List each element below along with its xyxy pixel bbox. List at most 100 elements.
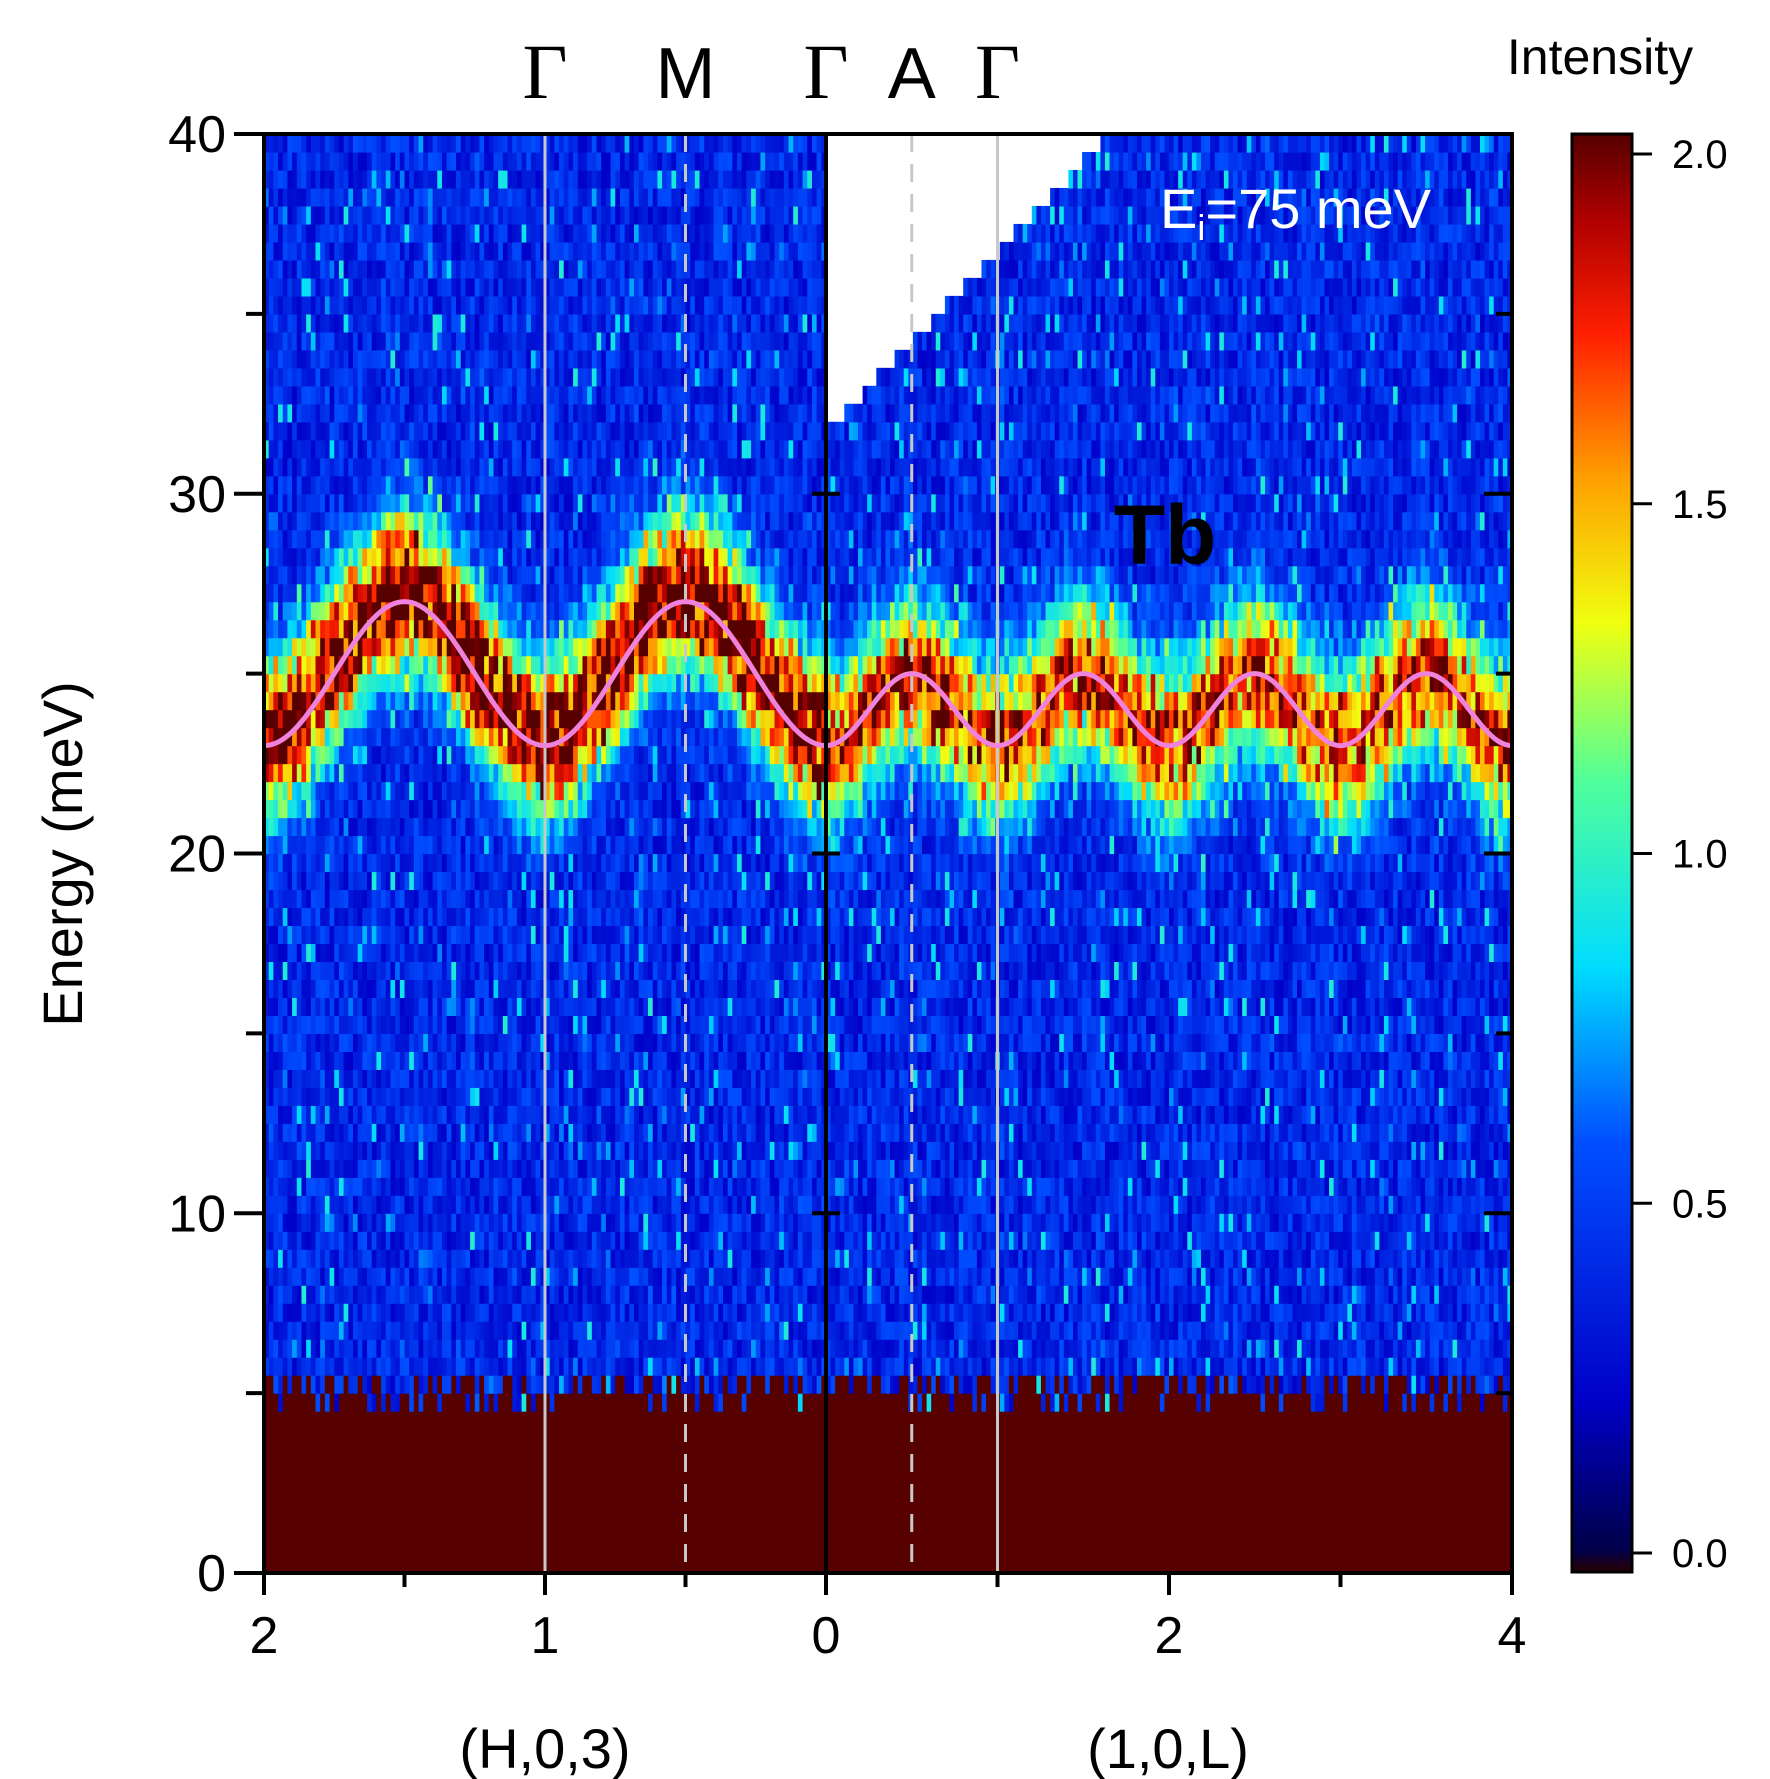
heatmap-cell bbox=[460, 205, 466, 225]
heatmap-cell bbox=[502, 475, 509, 495]
heatmap-cell bbox=[278, 277, 284, 297]
heatmap-cell bbox=[273, 187, 279, 207]
heatmap-cell bbox=[315, 1285, 321, 1304]
heatmap-cell bbox=[320, 134, 326, 153]
heatmap-cell bbox=[456, 385, 462, 405]
heatmap-cell bbox=[273, 1537, 279, 1556]
heatmap-cell bbox=[451, 134, 457, 153]
heatmap-cell bbox=[526, 1519, 532, 1538]
heatmap-cell bbox=[362, 1195, 368, 1214]
heatmap-cell bbox=[413, 691, 420, 711]
heatmap-cell bbox=[446, 205, 452, 225]
heatmap-cell bbox=[362, 511, 368, 531]
heatmap-cell bbox=[268, 403, 274, 423]
heatmap-cell bbox=[320, 529, 326, 549]
heatmap-cell bbox=[498, 403, 504, 423]
heatmap-cell bbox=[418, 493, 424, 513]
heatmap-cell bbox=[427, 457, 434, 477]
heatmap-cell bbox=[493, 781, 499, 801]
heatmap-cell bbox=[390, 1051, 396, 1070]
intensity-heatmap bbox=[264, 134, 1512, 1574]
heatmap-cell bbox=[460, 745, 466, 765]
heatmap-cell bbox=[521, 385, 527, 405]
heatmap-cell bbox=[409, 889, 415, 909]
heatmap-cell bbox=[315, 979, 321, 998]
heatmap-cell bbox=[371, 187, 377, 207]
heatmap-cell bbox=[385, 763, 392, 783]
heatmap-cell bbox=[371, 1231, 377, 1250]
heatmap-cell bbox=[395, 1231, 401, 1250]
heatmap-cell bbox=[381, 1105, 387, 1124]
heatmap-cell bbox=[395, 979, 401, 998]
heatmap-cell bbox=[446, 385, 452, 405]
heatmap-cell bbox=[549, 943, 555, 963]
heatmap-cell bbox=[423, 457, 429, 477]
heatmap-cell bbox=[470, 1231, 476, 1250]
heatmap-cell bbox=[465, 151, 471, 171]
heatmap-cell bbox=[437, 367, 443, 387]
heatmap-cell bbox=[306, 1501, 312, 1520]
heatmap-cell bbox=[362, 871, 368, 891]
heatmap-cell bbox=[376, 691, 382, 711]
heatmap-cell bbox=[306, 331, 312, 351]
heatmap-cell bbox=[320, 1303, 326, 1322]
heatmap-cell bbox=[427, 1267, 434, 1286]
heatmap-cell bbox=[516, 1213, 523, 1232]
heatmap-cell bbox=[282, 835, 289, 855]
heatmap-cell bbox=[367, 259, 373, 279]
heatmap-cell bbox=[343, 1411, 349, 1430]
heatmap-cell bbox=[427, 781, 434, 801]
heatmap-cell bbox=[493, 1357, 499, 1376]
heatmap-cell bbox=[470, 1087, 476, 1106]
heatmap-cell bbox=[456, 1375, 462, 1394]
heatmap-cell bbox=[338, 997, 345, 1016]
heatmap-cell bbox=[381, 331, 387, 351]
heatmap-cell bbox=[498, 547, 504, 567]
heatmap-cell bbox=[399, 943, 406, 963]
heatmap-cell bbox=[535, 1393, 541, 1412]
heatmap-cell bbox=[451, 1249, 457, 1268]
heatmap-cell bbox=[343, 925, 349, 945]
heatmap-cell bbox=[460, 781, 466, 801]
heatmap-cell bbox=[371, 871, 377, 891]
heatmap-cell bbox=[423, 205, 429, 225]
heatmap-cell bbox=[301, 1393, 307, 1412]
heatmap-cell bbox=[465, 1285, 471, 1304]
heatmap-cell bbox=[296, 223, 303, 243]
heatmap-cell bbox=[338, 331, 345, 351]
heatmap-cell bbox=[324, 1555, 331, 1574]
heatmap-cell bbox=[343, 853, 349, 873]
heatmap-cell bbox=[367, 1393, 373, 1412]
heatmap-cell bbox=[540, 403, 546, 423]
heatmap-cell bbox=[549, 853, 555, 873]
heatmap-cell bbox=[273, 1141, 279, 1160]
heatmap-cell bbox=[367, 781, 373, 801]
heatmap-cell bbox=[437, 619, 443, 639]
heatmap-cell bbox=[264, 1483, 270, 1502]
heatmap-cell bbox=[399, 1141, 406, 1160]
heatmap-cell bbox=[540, 475, 546, 495]
heatmap-cell bbox=[320, 331, 326, 351]
heatmap-cell bbox=[545, 1357, 551, 1376]
heatmap-cell bbox=[320, 1501, 326, 1520]
heatmap-cell bbox=[516, 529, 523, 549]
heatmap-cell bbox=[409, 439, 415, 459]
heatmap-cell bbox=[329, 331, 335, 351]
heatmap-cell bbox=[296, 349, 303, 369]
heatmap-cell bbox=[427, 1375, 434, 1394]
heatmap-cell bbox=[474, 313, 481, 333]
heatmap-cell bbox=[296, 781, 303, 801]
heatmap-cell bbox=[493, 1375, 499, 1394]
heatmap-cell bbox=[338, 1249, 345, 1268]
heatmap-cell bbox=[441, 1285, 448, 1304]
heatmap-cell bbox=[521, 1249, 527, 1268]
heatmap-cell bbox=[381, 475, 387, 495]
heatmap-cell bbox=[545, 205, 551, 225]
heatmap-cell bbox=[381, 1483, 387, 1502]
heatmap-cell bbox=[516, 691, 523, 711]
heatmap-cell bbox=[437, 1033, 443, 1052]
heatmap-cell bbox=[493, 1213, 499, 1232]
heatmap-cell bbox=[376, 961, 382, 981]
heatmap-cell bbox=[418, 745, 424, 765]
heatmap-cell bbox=[278, 134, 284, 153]
